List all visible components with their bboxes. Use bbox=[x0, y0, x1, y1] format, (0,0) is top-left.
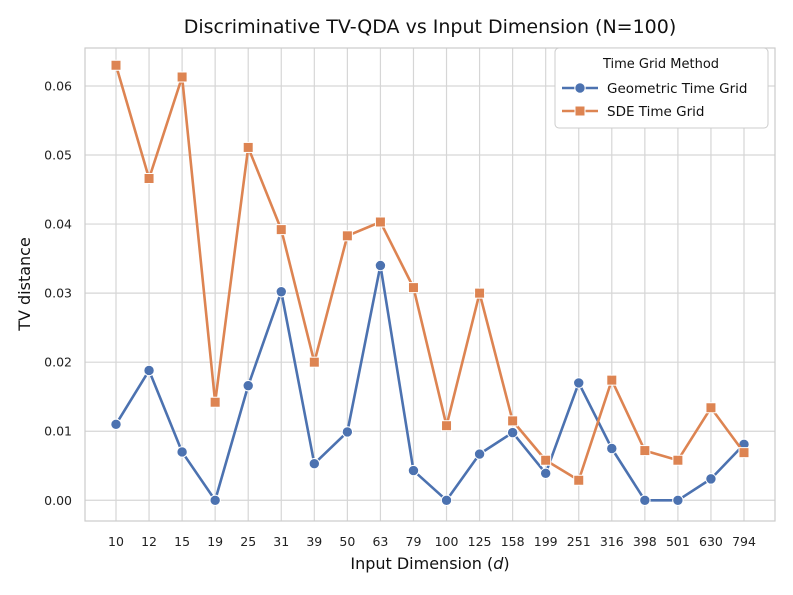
x-tick-label: 15 bbox=[174, 534, 190, 549]
data-point bbox=[705, 402, 717, 414]
data-point bbox=[176, 446, 188, 458]
x-tick-label: 100 bbox=[435, 534, 459, 549]
legend-box bbox=[554, 47, 769, 129]
series-line-1 bbox=[114, 64, 746, 482]
data-point bbox=[407, 464, 420, 477]
x-tick-label: 10 bbox=[108, 534, 124, 549]
legend: Time Grid Method Geometric Time Grid SDE … bbox=[554, 47, 769, 129]
chart-title: Discriminative TV-QDA vs Input Dimension… bbox=[184, 16, 677, 38]
x-tick-label: 501 bbox=[666, 534, 690, 549]
data-point bbox=[143, 364, 155, 377]
x-tick-label: 25 bbox=[240, 534, 256, 549]
data-point bbox=[738, 447, 750, 459]
data-point bbox=[110, 59, 122, 71]
data-point bbox=[407, 282, 419, 294]
data-point bbox=[506, 426, 519, 439]
data-point bbox=[440, 494, 453, 506]
legend-marker bbox=[574, 105, 586, 117]
data-point bbox=[275, 224, 287, 236]
x-tick-label: 398 bbox=[633, 534, 657, 549]
x-tick-label: 125 bbox=[468, 534, 492, 549]
legend-label: SDE Time Grid bbox=[607, 104, 704, 120]
x-tick-label: 79 bbox=[406, 534, 422, 549]
x-tick-label: 794 bbox=[732, 534, 756, 549]
data-point bbox=[374, 259, 387, 272]
grid-layer bbox=[85, 48, 775, 521]
legend-title: Time Grid Method bbox=[602, 57, 719, 72]
data-point bbox=[639, 494, 651, 506]
series-line-0 bbox=[114, 264, 745, 502]
x-tick-label: 50 bbox=[339, 534, 355, 549]
data-point bbox=[341, 230, 353, 242]
data-point bbox=[540, 454, 552, 466]
x-tick-labels: 10 12 15 19 25 31 39 50 63 79 100 125 158 199 251 316 39… bbox=[108, 534, 756, 549]
x-tick-label: 31 bbox=[273, 534, 289, 549]
y-tick-label: 0.06 bbox=[44, 78, 72, 93]
y-tick-label: 0.04 bbox=[44, 217, 72, 232]
x-tick-label: 39 bbox=[306, 534, 322, 549]
x-axis-label: Input Dimension (d) bbox=[350, 554, 509, 573]
data-point bbox=[242, 141, 254, 153]
y-tick-label: 0.03 bbox=[44, 286, 72, 301]
plot-area-frame bbox=[84, 47, 776, 522]
data-point bbox=[705, 473, 717, 485]
x-tick-label: 251 bbox=[567, 534, 591, 549]
data-point bbox=[606, 442, 618, 455]
series-layer bbox=[110, 59, 750, 506]
x-tick-label: 19 bbox=[207, 534, 223, 549]
legend-label: Geometric Time Grid bbox=[607, 81, 747, 97]
data-point bbox=[539, 467, 552, 480]
data-point bbox=[341, 426, 354, 438]
y-axis-label: TV distance bbox=[15, 237, 34, 332]
y-tick-label: 0.05 bbox=[44, 148, 72, 163]
data-point bbox=[573, 474, 585, 486]
x-tick-label: 158 bbox=[501, 534, 525, 549]
data-point bbox=[507, 415, 519, 427]
y-tick-label: 0.00 bbox=[44, 493, 72, 508]
y-tick-labels: 0.00 0.01 0.02 0.03 0.04 0.05 0.06 bbox=[44, 78, 72, 507]
data-point bbox=[242, 379, 254, 392]
data-point bbox=[474, 287, 486, 299]
data-point bbox=[606, 374, 618, 386]
x-tick-label: 12 bbox=[141, 534, 157, 549]
y-tick-label: 0.01 bbox=[44, 424, 72, 439]
data-point bbox=[672, 494, 684, 506]
x-tick-label: 316 bbox=[600, 534, 624, 549]
data-point bbox=[672, 454, 684, 466]
data-point bbox=[573, 377, 585, 389]
data-point bbox=[473, 448, 486, 460]
y-tick-label: 0.02 bbox=[44, 355, 72, 370]
data-point bbox=[143, 173, 155, 185]
data-point bbox=[110, 418, 122, 431]
x-tick-label: 63 bbox=[372, 534, 388, 549]
x-tick-label: 630 bbox=[699, 534, 723, 549]
data-point bbox=[639, 445, 651, 457]
data-point bbox=[209, 396, 221, 408]
data-point bbox=[374, 216, 386, 228]
data-point bbox=[441, 420, 453, 432]
legend-marker bbox=[574, 82, 586, 94]
data-point bbox=[209, 494, 221, 506]
data-point bbox=[308, 457, 321, 470]
legend-entries: Geometric Time Grid SDE Time Grid bbox=[562, 81, 747, 120]
data-point bbox=[308, 356, 320, 368]
data-point bbox=[275, 286, 287, 298]
data-point bbox=[176, 71, 188, 83]
x-tick-label: 199 bbox=[534, 534, 558, 549]
